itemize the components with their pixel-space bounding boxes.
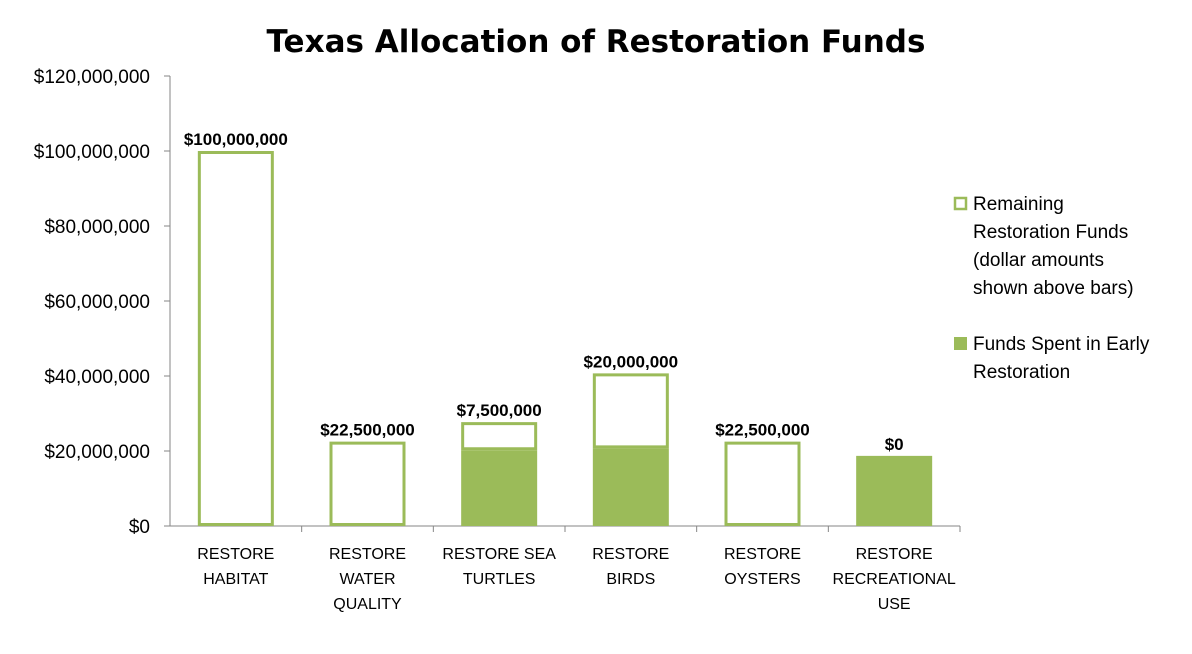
bar-remaining-funds xyxy=(329,441,406,526)
bar-funds-spent xyxy=(856,455,933,526)
y-tick-label: $120,000,000 xyxy=(34,67,150,88)
data-label: $0 xyxy=(885,435,904,454)
x-tick-label: RESTORE SEA TURTLES xyxy=(442,546,556,588)
data-label: $22,500,000 xyxy=(320,421,415,440)
legend-swatch-spent xyxy=(954,337,967,350)
bar-remaining-funds xyxy=(197,151,274,526)
legend-swatch-remaining xyxy=(953,196,968,211)
bar-remaining-funds xyxy=(461,422,538,451)
x-tick-label: RESTORE OYSTERS xyxy=(724,546,801,588)
y-tick-label: $80,000,000 xyxy=(44,217,150,238)
chart-legend: Remaining Restoration Funds (dollar amount… xyxy=(953,194,1150,383)
chart-labels: $100,000,000 RESTORE HABITAT $22,500,000 RES… xyxy=(184,130,956,613)
y-tick-label: $60,000,000 xyxy=(44,292,150,313)
x-tick-label: RESTORE WATER QUALITY xyxy=(329,546,406,613)
data-label: $100,000,000 xyxy=(184,130,288,149)
data-label: $20,000,000 xyxy=(584,352,679,371)
chart-axes: $0 $20,000,000 $40,000,000 $60,000,000 $80,0… xyxy=(34,67,961,538)
y-tick-label: $20,000,000 xyxy=(44,442,150,463)
y-tick-label: $0 xyxy=(129,517,150,538)
y-tick-label: $100,000,000 xyxy=(34,142,150,163)
y-tick-label: $40,000,000 xyxy=(44,367,150,388)
chart-title: Texas Allocation of Restoration Funds xyxy=(267,24,926,60)
x-tick-label: RESTORE RECREATIONAL USE xyxy=(833,546,956,613)
bar-remaining-funds xyxy=(592,373,669,449)
bar-funds-spent xyxy=(461,450,538,526)
data-label: $7,500,000 xyxy=(457,401,542,420)
legend-label: Funds Spent in Early Restoration xyxy=(973,334,1150,383)
data-label: $22,500,000 xyxy=(715,421,810,440)
x-tick-label: RESTORE BIRDS xyxy=(592,546,669,588)
x-tick-label: RESTORE HABITAT xyxy=(197,546,274,588)
legend-label: Remaining Restoration Funds (dollar amount… xyxy=(973,194,1134,299)
bar-funds-spent xyxy=(592,448,669,526)
bar-remaining-funds xyxy=(724,441,801,526)
chart-bars xyxy=(197,151,933,526)
